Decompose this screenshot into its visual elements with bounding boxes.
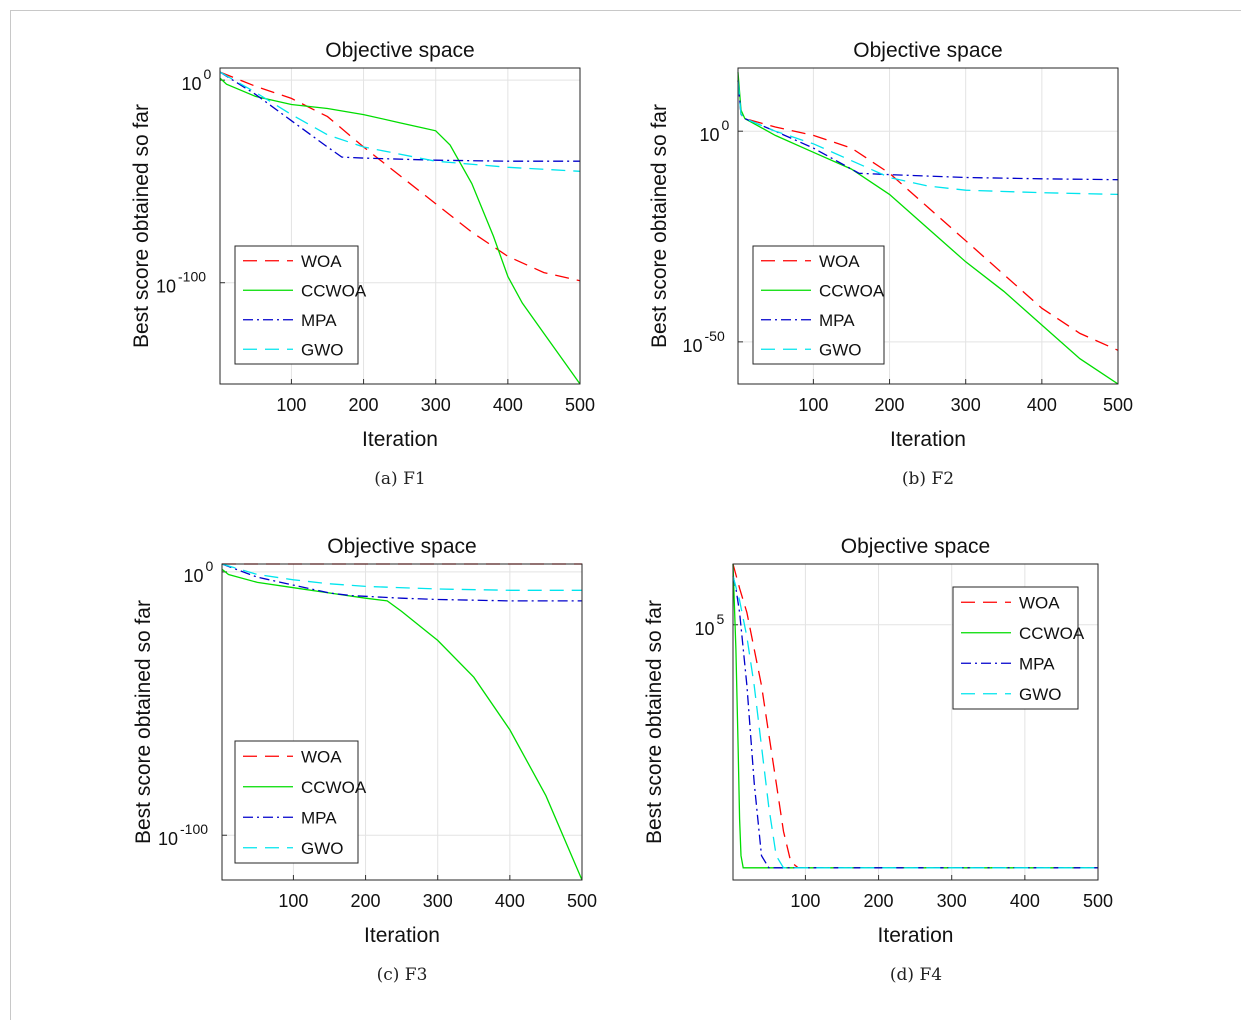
y-axis-label: Best score obtained so far <box>648 104 671 348</box>
legend-label-ccwoa: CCWOA <box>301 778 367 797</box>
x-tick-label: 300 <box>937 891 967 911</box>
series-line-gwo <box>219 71 581 172</box>
axes-box <box>732 563 1099 881</box>
x-tick-label: 300 <box>421 395 451 415</box>
legend-label-woa: WOA <box>301 747 342 766</box>
y-tick-exponent: -100 <box>180 821 208 837</box>
y-tick-label: 10 <box>158 829 178 849</box>
chart-title: Objective space <box>327 535 476 558</box>
legend-label-gwo: GWO <box>301 340 344 359</box>
subfigure-caption: (d) F4 <box>890 965 942 985</box>
x-tick-label: 200 <box>864 891 894 911</box>
legend-label-mpa: MPA <box>301 311 337 330</box>
figure-frame <box>10 10 1241 1020</box>
x-axis-label: Iteration <box>890 428 966 451</box>
x-tick-label: 200 <box>351 891 381 911</box>
x-tick-label: 100 <box>798 395 828 415</box>
legend-box <box>752 245 885 365</box>
legend-box <box>952 586 1079 710</box>
x-tick-label: 500 <box>565 395 595 415</box>
legend-label-ccwoa: CCWOA <box>1019 624 1085 643</box>
x-tick-label: 100 <box>278 891 308 911</box>
x-tick-label: 500 <box>567 891 597 911</box>
legend-label-mpa: MPA <box>819 311 855 330</box>
y-tick-exponent: -100 <box>178 269 206 285</box>
series-line-ccwoa <box>219 77 581 385</box>
x-tick-label: 400 <box>1027 395 1057 415</box>
legend-label-woa: WOA <box>301 252 342 271</box>
y-tick-label: 10 <box>184 566 204 586</box>
subfigure-caption: (b) F2 <box>902 469 954 489</box>
legend: WOA CCWOA MPA GWO <box>234 245 367 365</box>
x-tick-label: 400 <box>493 395 523 415</box>
legend-label-gwo: GWO <box>819 340 862 359</box>
y-tick-label: 10 <box>695 619 715 639</box>
legend-label-ccwoa: CCWOA <box>819 281 885 300</box>
y-tick-exponent: 0 <box>722 117 730 133</box>
legend-label-mpa: MPA <box>1019 654 1055 673</box>
series-line-ccwoa <box>732 563 1098 869</box>
series-line-mpa <box>221 563 582 602</box>
legend-label-gwo: GWO <box>1019 685 1062 704</box>
legend-label-mpa: MPA <box>301 808 337 827</box>
axes-box <box>221 563 583 881</box>
y-tick-exponent: 0 <box>204 66 212 82</box>
x-axis-label: Iteration <box>362 428 438 451</box>
legend: WOA CCWOA MPA GWO <box>952 586 1085 710</box>
x-tick-label: 300 <box>951 395 981 415</box>
series-line-gwo <box>732 576 1098 869</box>
x-tick-label: 300 <box>423 891 453 911</box>
y-axis-label: Best score obtained so far <box>132 600 155 844</box>
series-line-ccwoa <box>221 568 583 881</box>
legend-label-gwo: GWO <box>301 839 344 858</box>
series-line-mpa <box>219 71 580 162</box>
x-tick-label: 100 <box>790 891 820 911</box>
y-tick-label: 10 <box>683 336 703 356</box>
y-tick-label: 10 <box>182 74 202 94</box>
x-tick-label: 400 <box>1010 891 1040 911</box>
legend-box <box>234 245 359 365</box>
axes-box <box>219 67 581 385</box>
x-tick-label: 100 <box>276 395 306 415</box>
chart-title: Objective space <box>853 39 1002 62</box>
series-line-woa <box>737 80 1119 351</box>
subplot-4: 100 200 300 400 500 10 5 Objective space Iterati… <box>643 535 1113 985</box>
x-tick-label: 200 <box>349 395 379 415</box>
y-tick-exponent: -50 <box>705 328 725 344</box>
y-axis-label: Best score obtained so far <box>643 600 666 844</box>
series-line-ccwoa <box>737 72 1119 385</box>
chart-title: Objective space <box>841 535 990 558</box>
legend: WOA CCWOA MPA GWO <box>234 740 367 864</box>
y-tick-label: 10 <box>156 277 176 297</box>
x-axis-label: Iteration <box>878 924 954 947</box>
y-axis-label: Best score obtained so far <box>130 104 153 348</box>
subfigure-caption: (a) F1 <box>374 469 425 489</box>
subfigure-caption: (c) F3 <box>377 965 428 985</box>
legend: WOA CCWOA MPA GWO <box>752 245 885 365</box>
chart-title: Objective space <box>325 39 474 62</box>
legend-label-woa: WOA <box>819 252 860 271</box>
x-tick-label: 400 <box>495 891 525 911</box>
series-line-gwo <box>737 80 1119 196</box>
x-axis-label: Iteration <box>364 924 440 947</box>
x-tick-label: 500 <box>1103 395 1133 415</box>
y-tick-exponent: 5 <box>717 611 725 627</box>
axes-box <box>737 67 1119 385</box>
legend-label-woa: WOA <box>1019 593 1060 612</box>
y-tick-label: 10 <box>700 125 720 145</box>
x-tick-label: 500 <box>1083 891 1113 911</box>
legend-box <box>234 740 359 864</box>
legend-label-ccwoa: CCWOA <box>301 281 367 300</box>
series-line-woa <box>219 71 581 282</box>
x-tick-label: 200 <box>875 395 905 415</box>
y-tick-exponent: 0 <box>206 558 214 574</box>
